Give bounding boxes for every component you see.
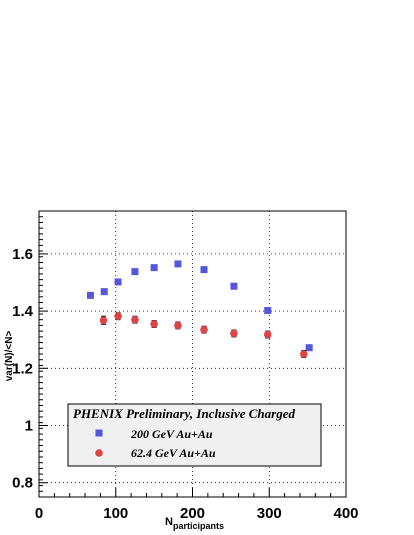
legend-entry-200gev: 200 GeV Au+Au (130, 427, 213, 441)
legend-entry-62gev: 62.4 GeV Au+Au (131, 446, 216, 460)
data-point-200gev (264, 307, 272, 315)
x-tick-label: 400 (333, 505, 358, 522)
data-points (86, 260, 313, 358)
data-point-200gev (114, 278, 122, 286)
x-tick-label: 200 (180, 505, 205, 522)
x-tick-label: 100 (103, 505, 128, 522)
ticks (38, 210, 347, 498)
y-axis-label: var(N)/<N> (4, 331, 15, 382)
y-tick-label: 1 (25, 418, 33, 435)
y-tick-label: 1.2 (12, 360, 33, 377)
x-axis-label: Nparticipants (165, 516, 224, 531)
data-point-200gev (150, 264, 158, 272)
data-point-200gev (230, 282, 238, 290)
x-tick-label: 300 (257, 505, 282, 522)
legend: PHENIX Preliminary, Inclusive Charged 20… (67, 403, 322, 467)
data-point-200gev (100, 288, 108, 296)
data-point-200gev (174, 260, 182, 268)
tick-labels: 0 100 200 300 400 0.8 1 1.2 1.4 1.6 (12, 246, 358, 522)
data-point-200gev (86, 291, 94, 299)
x-tick-label: 0 (35, 505, 43, 522)
data-point-62gev (263, 330, 272, 339)
data-point-62gev (174, 321, 182, 330)
legend-marker-200gev (95, 429, 103, 437)
y-tick-label: 1.6 (12, 246, 33, 263)
legend-box (67, 403, 322, 467)
data-point-200gev (305, 344, 313, 352)
data-point-62gev (200, 325, 208, 334)
y-tick-label: 0.8 (12, 475, 33, 492)
data-point-200gev (200, 266, 208, 274)
data-point-200gev (131, 268, 139, 276)
data-point-62gev (299, 350, 308, 358)
data-point-62gev (114, 312, 122, 321)
data-point-62gev (131, 315, 139, 324)
data-point-62gev (150, 320, 158, 328)
y-tick-label: 1.4 (12, 303, 34, 320)
legend-marker-62gev (95, 449, 103, 457)
data-point-62gev (230, 329, 238, 338)
data-point-62gev (99, 316, 108, 325)
legend-title: PHENIX Preliminary, Inclusive Charged (73, 406, 295, 421)
